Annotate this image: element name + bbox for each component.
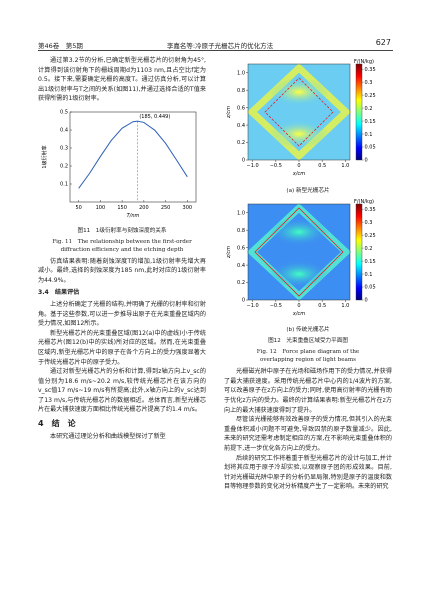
line-series	[78, 120, 188, 189]
y-tick-label: 0.6	[237, 245, 245, 251]
colorbar	[355, 203, 363, 300]
left-column: 通过第3.2节的分析,已确定新型光栅芯片的衍射角为45°,计算得到该衍射角下的栅…	[38, 56, 206, 441]
y-tick-label: 0.6	[237, 105, 245, 111]
x-tick-label: −0.5	[270, 163, 282, 169]
panel-caption: (a) 新型光栅芯片	[286, 187, 330, 194]
y-tick-label: 0.5	[60, 110, 68, 116]
panel-caption: (b) 传统光栅芯片	[286, 327, 330, 334]
y-axis-label: 1级衍射率	[41, 145, 48, 168]
x-tick-label: −1.0	[247, 163, 259, 169]
plot-frame	[69, 111, 197, 203]
x-tick-label: 0	[297, 163, 300, 169]
colorbar-tick-label: 0.35	[365, 206, 376, 212]
colorbar-tick-label: 0.2	[365, 245, 373, 251]
colorbar-tick-label: 0.35	[365, 67, 376, 73]
x-tick-label: 0.5	[318, 163, 326, 169]
colorbar-tick-label: 0.25	[365, 232, 376, 238]
y-tick-label: 0.2	[237, 140, 245, 146]
x-tick-label: −0.5	[270, 303, 282, 309]
field-glow	[269, 259, 329, 288]
field-glow	[269, 217, 329, 246]
overlap-region	[254, 207, 344, 297]
x-tick-label: 250	[161, 205, 171, 211]
y-tick-label: 1.0	[237, 70, 245, 76]
x-tick-label: 300	[183, 205, 193, 211]
paragraph: 通过第3.2节的分析,已确定新型光栅芯片的衍射角为45°,计算得到该衍射角下的栅…	[38, 57, 206, 103]
caption-en: Fig. 11 The relationship between the fir…	[52, 238, 192, 253]
page-number: 627	[375, 38, 391, 47]
colorbar-tick-label: 0.15	[365, 119, 376, 125]
x-axis-label: x/cm	[292, 311, 305, 317]
x-tick-label: 200	[139, 205, 149, 211]
figure-11: 50 100 150 200 250 300 0.1 0.2 0.3 0.4 0.5 T/nm 1级衍射…	[41, 110, 197, 219]
colorbar	[355, 63, 363, 161]
colorbar-label: F/(N/kg)	[354, 199, 374, 205]
colorbar-tick-label: 0.3	[365, 219, 373, 225]
x-axis-label: x/cm	[292, 171, 305, 177]
colorbar-tick-label: 0	[365, 297, 368, 303]
x-tick-label: 100	[96, 205, 106, 211]
paragraph: 尽管该光栅能够有效改善原子的受力情况,但其引入的光束重叠体积减小问题不可避免,导…	[224, 416, 392, 452]
y-axis-label: z/cm	[226, 106, 232, 119]
colorbar-tick-label: 0.1	[365, 132, 373, 138]
x-tick-label: 1.0	[341, 303, 349, 309]
y-tick-label: 0.4	[60, 128, 68, 134]
x-tick-label: 50	[76, 205, 82, 211]
y-tick-label: 0	[242, 158, 245, 164]
header-rule	[38, 50, 393, 51]
y-tick-label: 0.4	[237, 262, 245, 268]
x-tick-label: 0	[297, 303, 300, 309]
colorbar-tick-label: 0.05	[365, 284, 376, 290]
x-tick-label: 1.0	[341, 163, 349, 169]
field-band	[246, 63, 352, 161]
colorbar-tick-label: 0.2	[365, 106, 373, 112]
annotation: (185, 0.449)	[139, 114, 170, 120]
colorbar-tick-label: 0.1	[365, 271, 373, 277]
paragraph: 上述分析确定了光栅的结构,并明确了光栅的衍射率和衍射角。基于这些参数,可以进一步…	[38, 300, 206, 328]
colorbar-tick-label: 0.3	[365, 80, 373, 86]
x-tick-label: −1.0	[247, 303, 259, 309]
colorbar-tick-label: 0.25	[365, 93, 376, 99]
colorbar-label: F/(N/kg)	[354, 59, 374, 65]
overlap-region	[264, 77, 334, 147]
y-tick-label: 1.0	[237, 210, 245, 216]
paragraph: 本研究通过理论分析和曲线模型探讨了新型	[50, 432, 166, 440]
paragraph: 仿真结果表明:随着刻蚀深度T的增加,1级衍射率先增大再减小。最终,选择的刻蚀深度…	[38, 257, 206, 284]
y-axis-label: z/cm	[226, 246, 232, 259]
y-tick-label: 0.8	[237, 88, 245, 94]
y-tick-label: 0.1	[60, 182, 68, 188]
running-title: 李嘉名等:冷原子光栅芯片的优化方法	[166, 42, 274, 50]
x-axis-label: T/nm	[127, 213, 140, 219]
heatmap-a: −1.0 −0.5 0 0.5 1.0 0 0.2 0.4 0.6 0.8 1.0 x/cm z/cm 0…	[226, 59, 376, 177]
y-tick-label: 0.3	[60, 146, 68, 152]
caption: 图12 光束重叠区域受力平面图	[268, 338, 348, 345]
x-tick-label: 150	[117, 205, 127, 211]
colorbar-tick-label: 0.05	[365, 145, 376, 151]
section-heading: 4 结 论	[38, 419, 76, 429]
y-tick-label: 0	[242, 297, 245, 303]
right-column: −1.0 −0.5 0 0.5 1.0 0 0.2 0.4 0.6 0.8 1.0 x/cm z/cm 0…	[224, 58, 392, 492]
colorbar-tick-label: 0.15	[365, 258, 376, 264]
x-tick-label: 0.5	[318, 303, 326, 309]
paragraph: 新型光栅芯片的光束重叠区域(图12(a)中的虚线)小于传统光栅芯片(图12(b)…	[38, 329, 206, 366]
caption-en: Fig. 12 Force plane diagram of the overl…	[256, 349, 360, 364]
y-tick-label: 0.2	[60, 164, 68, 170]
heatmap-b: −1.0 −0.5 0 0.5 1.0 0 0.2 0.4 0.6 0.8 1.0 x/cm z/cm 0…	[226, 199, 376, 317]
colorbar-tick-label: 0	[365, 158, 368, 164]
field-glow	[269, 78, 329, 106]
y-tick-label: 0.4	[237, 123, 245, 129]
caption: 图11 1级衍射率与刻蚀深度的关系	[77, 227, 167, 234]
section-heading: 3.4 结果评估	[38, 289, 80, 297]
y-tick-label: 0.2	[237, 280, 245, 286]
paragraph: 后续的研究工作将着重于新型光栅芯片的设计与加工,并计划将其应用于原子冷却实验,以…	[224, 454, 392, 491]
volume: 第46卷 第5期	[38, 42, 83, 50]
paragraph: 通过对新型光栅芯片的分析和计算,得到z轴方向上v_sc的值分别为18.6 m/s…	[38, 368, 206, 414]
field-glow	[269, 120, 329, 148]
y-tick-label: 0.8	[237, 227, 245, 233]
paragraph: 光栅磁光阱中原子在光场和磁场作用下的受力情况,并获得了最大捕获速度。采用传统光栅…	[224, 368, 392, 414]
